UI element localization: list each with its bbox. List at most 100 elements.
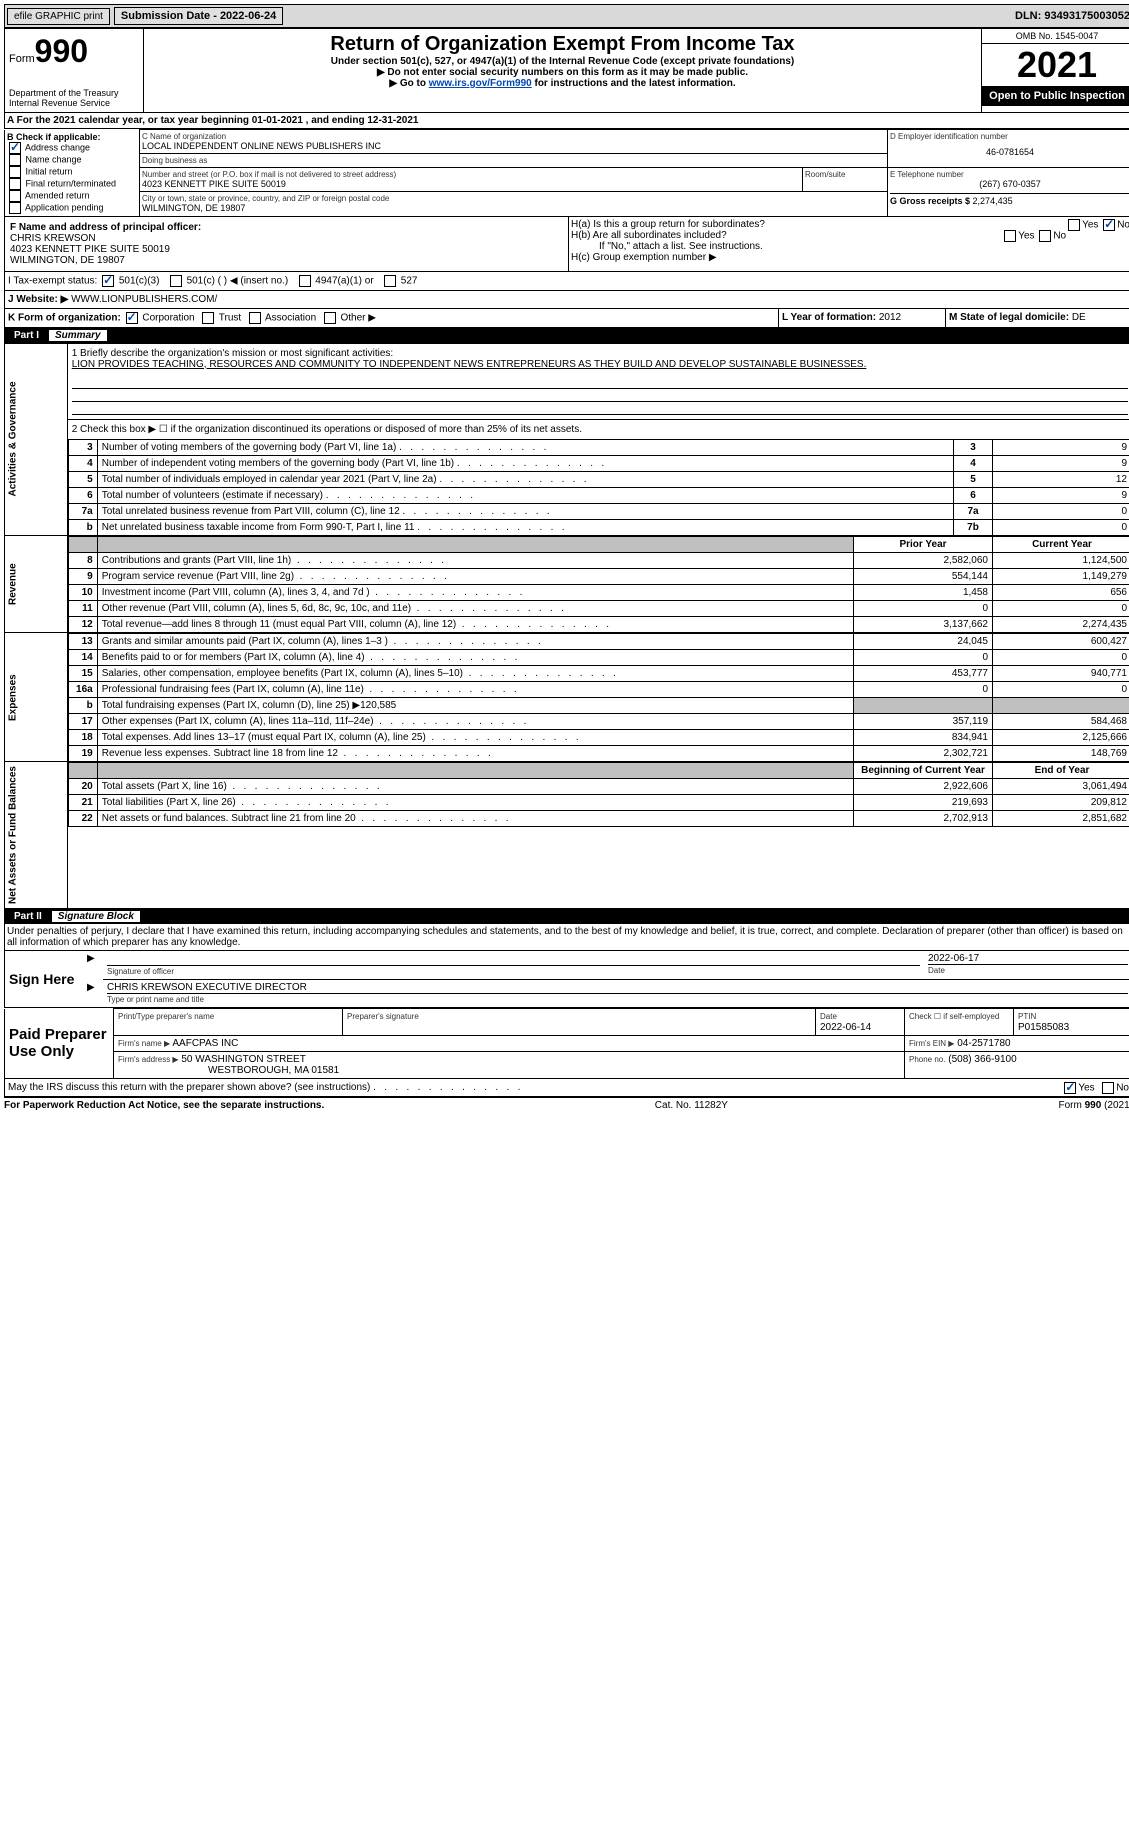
line-text: Net unrelated business taxable income fr… — [97, 519, 953, 535]
subtitle-1: Under section 501(c), 527, or 4947(a)(1)… — [148, 56, 977, 67]
phone-label: E Telephone number — [890, 170, 1129, 179]
status-website-block: I Tax-exempt status: 501(c)(3) 501(c) ( … — [4, 272, 1129, 309]
sig-officer-label: Signature of officer — [107, 967, 174, 976]
current-year-header: Current Year — [993, 536, 1129, 552]
gross-receipts-value: 2,274,435 — [973, 196, 1013, 206]
firm-addr1: 50 WASHINGTON STREET — [181, 1054, 305, 1065]
irs-yes[interactable] — [1064, 1082, 1076, 1094]
501c3-check[interactable] — [102, 275, 114, 287]
city-label: City or town, state or province, country… — [142, 194, 885, 203]
current-year-value — [993, 697, 1129, 713]
irs-no[interactable] — [1102, 1082, 1114, 1094]
line-number: 15 — [68, 665, 97, 681]
org-name: LOCAL INDEPENDENT ONLINE NEWS PUBLISHERS… — [142, 141, 885, 151]
room-label: Room/suite — [805, 170, 885, 179]
prior-year-value: 2,582,060 — [854, 552, 993, 568]
line-number: 18 — [68, 729, 97, 745]
4947-check[interactable] — [299, 275, 311, 287]
ein-label: D Employer identification number — [890, 132, 1129, 141]
box-b-option[interactable]: Initial return — [7, 166, 137, 178]
prior-year-header: Prior Year — [854, 536, 993, 552]
current-year-value: 2,125,666 — [993, 729, 1129, 745]
line-number: 9 — [68, 568, 97, 584]
box-b-option[interactable]: Application pending — [7, 202, 137, 214]
line-text: Benefits paid to or for members (Part IX… — [97, 649, 853, 665]
line-value: 0 — [993, 503, 1129, 519]
efile-print-button[interactable]: efile GRAPHIC print — [7, 8, 110, 25]
current-year-value: 584,468 — [993, 713, 1129, 729]
line-number: 19 — [68, 745, 97, 761]
501c-check[interactable] — [170, 275, 182, 287]
ptin-value: P01585083 — [1018, 1022, 1069, 1033]
line-text: Grants and similar amounts paid (Part IX… — [97, 633, 853, 649]
line-text: Other expenses (Part IX, column (A), lin… — [97, 713, 853, 729]
netassets-label: Net Assets or Fund Balances — [5, 762, 68, 909]
ha-yes[interactable] — [1068, 219, 1080, 231]
perjury-declaration: Under penalties of perjury, I declare th… — [4, 924, 1129, 951]
line-number: b — [68, 519, 97, 535]
line-box: 6 — [954, 487, 993, 503]
expenses-label: Expenses — [5, 633, 68, 762]
hb-question: H(b) Are all subordinates included? Yes … — [571, 230, 1129, 241]
website-label: J Website: ▶ — [8, 294, 68, 305]
officer-name-title: CHRIS KREWSON EXECUTIVE DIRECTOR — [107, 982, 1128, 993]
current-year-value: 148,769 — [993, 745, 1129, 761]
year-formation-value: 2012 — [879, 312, 901, 323]
prior-year-value: 2,302,721 — [854, 745, 993, 761]
street-value: 4023 KENNETT PIKE SUITE 50019 — [142, 179, 800, 189]
form-label: Form — [9, 53, 35, 65]
line-text: Contributions and grants (Part VIII, lin… — [97, 552, 853, 568]
ptin-label: PTIN — [1018, 1012, 1036, 1021]
street-label: Number and street (or P.O. box if mail i… — [142, 170, 800, 179]
sig-date-label: Date — [928, 966, 945, 975]
open-public-badge: Open to Public Inspection — [982, 86, 1129, 106]
form-number: 990 — [35, 33, 88, 69]
name-title-label: Type or print name and title — [107, 995, 204, 1004]
ein-value: 46-0781654 — [890, 141, 1129, 163]
tax-period: A For the 2021 calendar year, or tax yea… — [4, 113, 1129, 129]
other-check[interactable] — [324, 312, 336, 324]
box-b-option[interactable]: Address change — [7, 142, 137, 154]
irs-link[interactable]: www.irs.gov/Form990 — [429, 78, 532, 89]
trust-check[interactable] — [202, 312, 214, 324]
line-number: 17 — [68, 713, 97, 729]
firm-addr-label: Firm's address ▶ — [118, 1055, 179, 1064]
ha-question: H(a) Is this a group return for subordin… — [571, 219, 1129, 230]
q1-text: LION PROVIDES TEACHING, RESOURCES AND CO… — [72, 359, 1128, 370]
submission-date: Submission Date - 2022-06-24 — [114, 7, 283, 25]
page-footer: For Paperwork Reduction Act Notice, see … — [4, 1097, 1129, 1113]
box-b-option[interactable]: Amended return — [7, 190, 137, 202]
assoc-check[interactable] — [249, 312, 261, 324]
form-header: Form990 Department of the Treasury Inter… — [4, 28, 1129, 113]
prep-name-label: Print/Type preparer's name — [118, 1012, 214, 1021]
end-year-header: End of Year — [993, 762, 1129, 778]
firm-ein-label: Firm's EIN ▶ — [909, 1039, 954, 1048]
current-year-value: 2,851,682 — [993, 810, 1129, 826]
prep-date-label: Date — [820, 1012, 837, 1021]
revenue-label: Revenue — [5, 536, 68, 633]
line-box: 7a — [954, 503, 993, 519]
line-number: 10 — [68, 584, 97, 600]
line-text: Total expenses. Add lines 13–17 (must eq… — [97, 729, 853, 745]
ha-no[interactable] — [1103, 219, 1115, 231]
527-check[interactable] — [384, 275, 396, 287]
current-year-value: 1,149,279 — [993, 568, 1129, 584]
line-value: 9 — [993, 439, 1129, 455]
line-number: 8 — [68, 552, 97, 568]
corp-check[interactable] — [126, 312, 138, 324]
sign-here-label: Sign Here — [5, 951, 84, 1008]
omb-number: OMB No. 1545-0047 — [982, 29, 1129, 44]
box-b-option[interactable]: Name change — [7, 154, 137, 166]
state-domicile-label: M State of legal domicile: — [949, 312, 1072, 323]
box-b-option[interactable]: Final return/terminated — [7, 178, 137, 190]
officer-name: CHRIS KREWSON — [10, 233, 96, 244]
line-text: Total number of individuals employed in … — [97, 471, 953, 487]
prior-year-value: 2,702,913 — [854, 810, 993, 826]
line-text: Number of independent voting members of … — [97, 455, 953, 471]
hb-yes[interactable] — [1004, 230, 1016, 242]
line-text: Investment income (Part VIII, column (A)… — [97, 584, 853, 600]
line-number: 22 — [68, 810, 97, 826]
hb-no[interactable] — [1039, 230, 1051, 242]
line-text: Total liabilities (Part X, line 26) — [97, 794, 853, 810]
may-irs-discuss: May the IRS discuss this return with the… — [4, 1079, 1129, 1097]
